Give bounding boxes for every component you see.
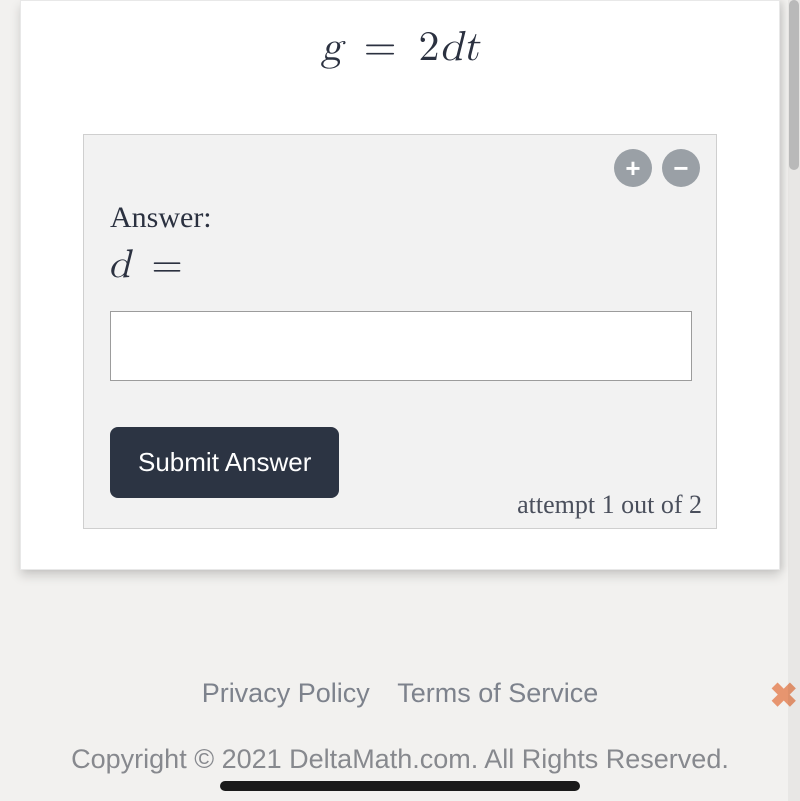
copyright-text: Copyright © 2021 DeltaMath.com. All Righ…	[0, 744, 800, 775]
home-indicator	[220, 781, 580, 791]
submit-answer-button[interactable]: Submit Answer	[110, 427, 339, 498]
zoom-in-button[interactable]: +	[614, 149, 652, 187]
problem-card: g = 2dt + − Answer: d = Submit Answer at…	[20, 0, 780, 570]
equation-vars: dt	[439, 27, 479, 69]
plus-icon: +	[625, 153, 640, 184]
privacy-policy-link[interactable]: Privacy Policy	[202, 678, 370, 708]
equation-lhs: g	[321, 27, 342, 69]
answer-panel: + − Answer: d = Submit Answer attempt 1 …	[83, 134, 717, 529]
footer-links: Privacy Policy Terms of Service	[0, 678, 800, 709]
answer-label: Answer:	[110, 201, 212, 235]
panel-controls: + −	[614, 149, 700, 187]
equation-coef: 2	[418, 27, 439, 69]
minus-icon: −	[673, 153, 688, 184]
scrollbar-track	[788, 0, 800, 801]
attempt-counter: attempt 1 out of 2	[517, 490, 702, 520]
equation-op: =	[356, 27, 405, 69]
zoom-out-button[interactable]: −	[662, 149, 700, 187]
solve-var: d	[108, 245, 130, 285]
solve-for-expression: d =	[108, 241, 183, 289]
equation-display: g = 2dt	[21, 23, 779, 73]
solve-op: =	[144, 245, 183, 285]
scrollbar-thumb[interactable]	[789, 0, 799, 170]
answer-input[interactable]	[110, 311, 692, 381]
terms-of-service-link[interactable]: Terms of Service	[397, 678, 598, 708]
